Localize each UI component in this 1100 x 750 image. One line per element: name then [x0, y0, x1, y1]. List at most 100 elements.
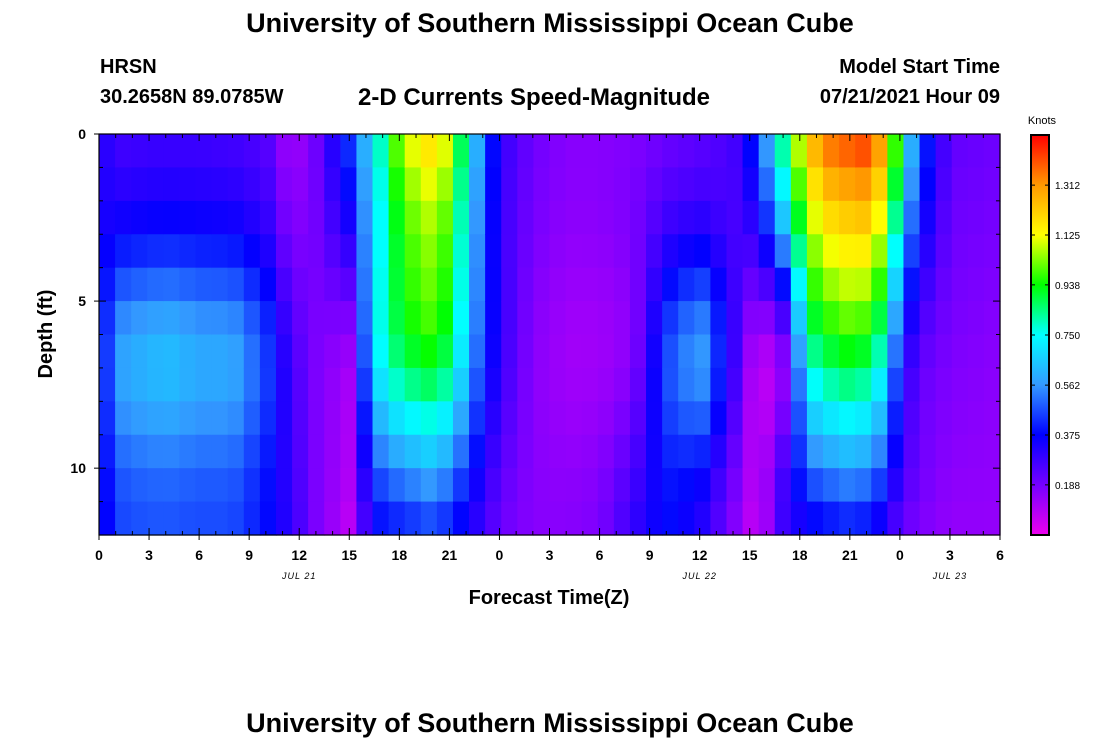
heatmap-cell [839, 501, 856, 536]
heatmap-cell [806, 234, 824, 269]
heatmap-cell [742, 234, 760, 269]
heatmap-cell [823, 501, 840, 536]
heatmap-cell [501, 434, 518, 469]
heatmap-cell [147, 234, 164, 269]
heatmap-cell [839, 167, 856, 202]
heatmap-cell [662, 234, 679, 269]
heatmap-cell [726, 301, 744, 336]
heatmap-cell [131, 434, 148, 469]
heatmap-cell [211, 434, 229, 469]
heatmap-cell [115, 134, 132, 169]
heatmap-cell [967, 200, 985, 235]
heatmap-cell [806, 301, 824, 336]
x-tick-label: 15 [341, 547, 357, 563]
x-tick-label: 18 [792, 547, 808, 563]
heatmap-cell [292, 200, 309, 235]
station-name: HRSN [100, 56, 157, 78]
heatmap-cell [372, 334, 390, 369]
heatmap-cell [99, 267, 116, 302]
heatmap-cell [758, 434, 776, 469]
heatmap-cell [613, 200, 631, 235]
heatmap-cell [565, 200, 583, 235]
heatmap-cell [919, 367, 937, 402]
heatmap-cell [758, 234, 776, 269]
heatmap-cell [967, 267, 985, 302]
heatmap-cell [806, 200, 824, 235]
heatmap-cell [99, 434, 116, 469]
heatmap-cell [179, 167, 197, 202]
heatmap-cell [501, 468, 518, 503]
heatmap-cell [211, 167, 229, 202]
heatmap-cell [308, 234, 325, 269]
heatmap-cell [501, 301, 518, 336]
heatmap-cell [951, 468, 969, 503]
heatmap-cell [678, 134, 695, 169]
heatmap-cell [935, 367, 953, 402]
heatmap-cell [581, 267, 599, 302]
heatmap-cell [340, 167, 358, 202]
heatmap-cell [565, 501, 583, 536]
heatmap-cell [919, 200, 937, 235]
heatmap-cell [227, 501, 245, 536]
heatmap-cell [549, 434, 567, 469]
heatmap-cell [115, 167, 132, 202]
heatmap-cell [646, 167, 663, 202]
heatmap-cell [742, 200, 760, 235]
heatmap-cell [983, 468, 1001, 503]
heatmap-cell [823, 267, 840, 302]
heatmap-cell [855, 134, 872, 169]
heatmap-cell [324, 334, 341, 369]
heatmap-cell [839, 200, 856, 235]
heatmap-cell [565, 267, 583, 302]
heatmap-cell [420, 301, 438, 336]
heatmap-cell [404, 501, 422, 536]
heatmap-cell [115, 434, 132, 469]
heatmap-cell [501, 501, 518, 536]
heatmap-cell [340, 334, 358, 369]
heatmap-cell [308, 200, 325, 235]
heatmap-cell [420, 401, 438, 436]
heatmap-cell [243, 434, 261, 469]
heatmap-cell [597, 501, 615, 536]
heatmap-cell [533, 401, 551, 436]
heatmap-cell [211, 334, 229, 369]
heatmap-cell [774, 401, 792, 436]
heatmap-cell [790, 401, 808, 436]
heatmap-cell [436, 401, 454, 436]
heatmap-cell [388, 234, 406, 269]
heatmap-cell [195, 401, 213, 436]
heatmap-cell [533, 134, 551, 169]
heatmap-cell [710, 468, 728, 503]
heatmap-cell [887, 167, 905, 202]
heatmap-cell [163, 234, 181, 269]
heatmap-cell [613, 434, 631, 469]
heatmap-cell [147, 200, 164, 235]
heatmap-cell [983, 134, 1001, 169]
heatmap-cell [549, 134, 567, 169]
heatmap-cell [275, 401, 293, 436]
heatmap-cell [179, 367, 197, 402]
heatmap-cell [469, 334, 486, 369]
heatmap-cell [694, 501, 711, 536]
y-axis: 0 5 10 [70, 126, 1000, 536]
heatmap-cell [501, 401, 518, 436]
heatmap-cell [855, 334, 872, 369]
heatmap-cell [839, 401, 856, 436]
heatmap-cell [823, 134, 840, 169]
heatmap-cell [887, 401, 905, 436]
heatmap-cell [774, 234, 792, 269]
heatmap-cell [613, 367, 631, 402]
heatmap-cell [292, 134, 309, 169]
y-tick-label: 10 [70, 460, 86, 476]
heatmap-cell [131, 501, 148, 536]
heatmap-cell [292, 367, 309, 402]
heatmap-cell [951, 334, 969, 369]
heatmap-cell [951, 134, 969, 169]
heatmap-cell [790, 200, 808, 235]
heatmap-cell [646, 434, 663, 469]
heatmap-cell [131, 301, 148, 336]
heatmap-cell [324, 267, 341, 302]
heatmap-cell [388, 501, 406, 536]
heatmap-cell [179, 301, 197, 336]
heatmap-cell [452, 167, 470, 202]
